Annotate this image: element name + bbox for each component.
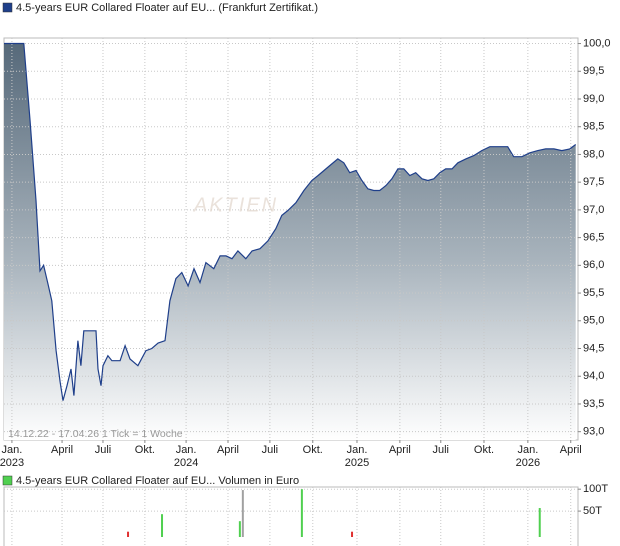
volume-bar [161,514,164,537]
x-tick-label: Okt. [135,444,155,456]
y-tick-label: 93,5 [583,398,604,410]
x-tick-label: April [560,444,582,456]
y-tick-label: 100,0 [583,37,611,49]
watermark: AKTIEN [193,194,278,216]
volume-bar [241,490,244,537]
y-tick-label: 98,0 [583,148,604,160]
x-tick-label: April [217,444,239,456]
x-tick-label: Juli [262,444,279,456]
y-tick-label: 94,5 [583,342,604,354]
y-tick-label: 99,5 [583,65,604,77]
price-area [4,43,576,440]
y-tick-label: 99,0 [583,93,604,105]
x-tick-year: 2024 [174,457,198,469]
y-tick-label: 94,0 [583,370,604,382]
y-tick-label: 100T [583,483,608,495]
x-tick-label: Okt. [303,444,323,456]
volume-bar [538,508,541,537]
plot-frame [3,486,579,546]
y-tick-label: 50T [583,505,602,517]
x-tick-year: 2023 [0,457,24,469]
price-line [4,42,577,401]
chart-title: 4.5-years EUR Collared Floater auf EU...… [16,2,318,14]
chart-note: 14.12.22 - 17.04.26 1 Tick = 1 Woche [8,428,183,440]
x-tick-year: 2026 [516,457,540,469]
x-tick-label: Juli [433,444,450,456]
x-tick-year: 2025 [345,457,369,469]
x-tick-label: April [51,444,73,456]
y-tick-label: 93,0 [583,426,604,438]
y-tick-label: 97,5 [583,176,604,188]
volume-bar [238,521,241,537]
y-tick-label: 98,5 [583,121,604,133]
y-tick-label: 96,0 [583,259,604,271]
volume-bar [300,489,303,537]
legend-swatch [2,2,13,13]
volume-bar [351,531,354,537]
x-tick-label: April [389,444,411,456]
legend-swatch [2,475,13,486]
x-tick-label: Jan. [176,444,197,456]
x-tick-label: Juli [95,444,112,456]
x-tick-label: Jan. [517,444,538,456]
y-tick-label: 95,0 [583,315,604,327]
volume-bar [127,531,130,537]
y-tick-label: 95,5 [583,287,604,299]
y-tick-label: 96,5 [583,232,604,244]
chart-title: 4.5-years EUR Collared Floater auf EU...… [16,475,299,487]
x-tick-label: Okt. [474,444,494,456]
x-tick-label: Jan. [2,444,23,456]
x-tick-label: Jan. [347,444,368,456]
y-tick-label: 97,0 [583,204,604,216]
